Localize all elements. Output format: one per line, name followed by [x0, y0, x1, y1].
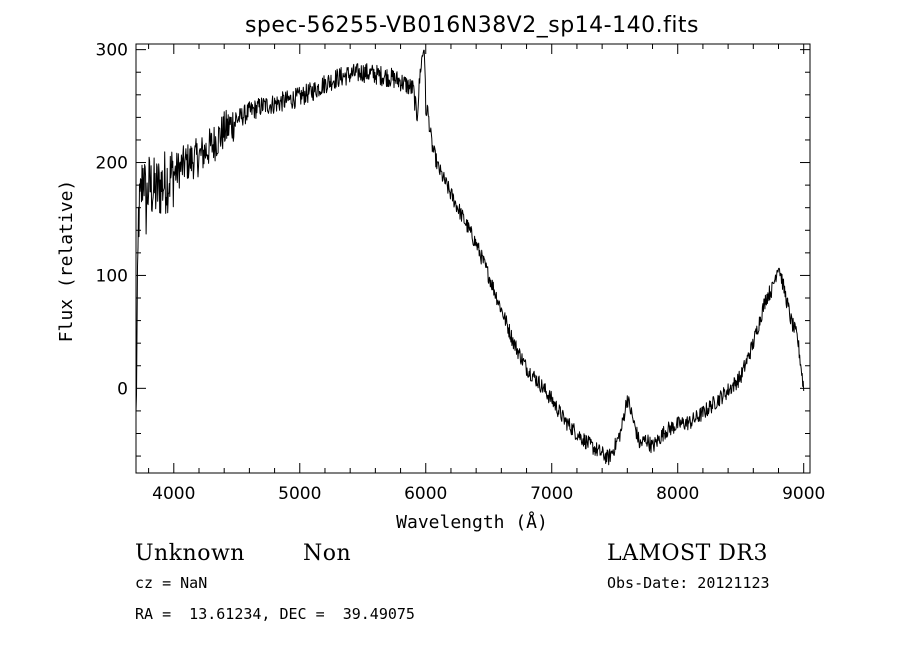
plot-area	[135, 49, 805, 466]
x-tick-label: 6000	[404, 484, 447, 504]
coordinates-label: RA = 13.61234, DEC = 39.49075	[135, 605, 415, 623]
spectrum-line	[135, 49, 805, 466]
y-tick-label: 0	[117, 379, 128, 399]
x-tick-label: 5000	[278, 484, 321, 504]
object-class-label: Non	[303, 541, 351, 566]
y-tick-label: 100	[96, 266, 128, 286]
x-tick-label: 9000	[782, 484, 825, 504]
chart-title: spec-56255-VB016N38V2_sp14-140.fits	[245, 13, 699, 38]
x-axis-label: Wavelength (Å)	[396, 511, 548, 533]
axis-ticks: 4000 5000 6000 7000 8000 9000 0 100 200 300	[96, 41, 826, 504]
y-tick-label: 300	[96, 41, 128, 61]
x-tick-label: 7000	[530, 484, 573, 504]
obs-date-label: Obs-Date: 20121123	[607, 574, 770, 592]
object-type-label: Unknown	[135, 541, 245, 566]
y-axis-label: Flux (relative)	[56, 180, 77, 343]
y-tick-label: 200	[96, 154, 128, 174]
plot-frame	[135, 43, 811, 474]
redshift-label: cz = NaN	[135, 574, 207, 592]
x-tick-label: 4000	[152, 484, 195, 504]
survey-label: LAMOST DR3	[607, 541, 768, 566]
x-tick-label: 8000	[656, 484, 699, 504]
